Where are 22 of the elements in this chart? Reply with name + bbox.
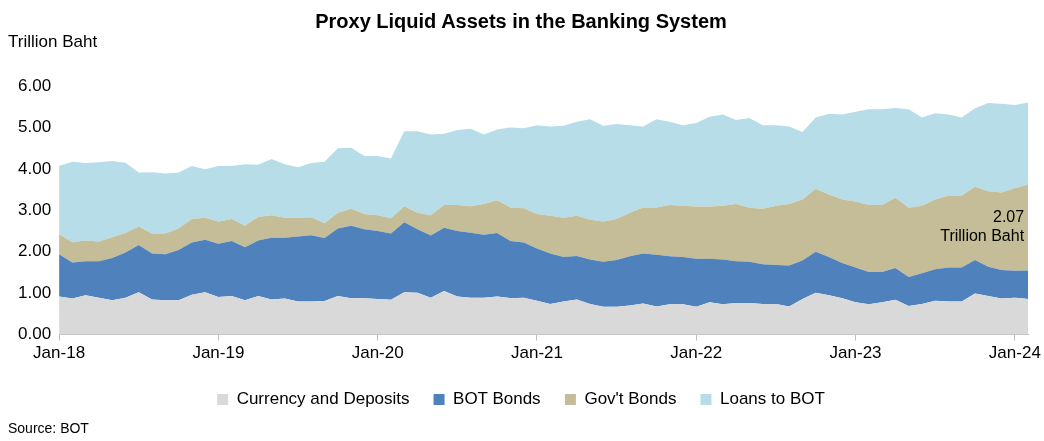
y-tick-label: 2.00 xyxy=(17,241,52,261)
x-tick-label: Jan-19 xyxy=(192,343,245,363)
x-tick-label: Jan-18 xyxy=(33,343,86,363)
y-axis-title: Trillion Baht xyxy=(8,32,98,52)
legend-label: Loans to BOT xyxy=(719,389,825,409)
legend-label: Gov't Bonds xyxy=(584,389,677,409)
x-tick-label: Jan-21 xyxy=(510,343,563,363)
y-tick-label: 5.00 xyxy=(17,117,52,137)
y-tick-label: 0.00 xyxy=(17,324,52,344)
y-tick-label: 3.00 xyxy=(17,199,52,219)
x-tick-label: Jan-20 xyxy=(351,343,404,363)
chart-title: Proxy Liquid Assets in the Banking System xyxy=(315,9,727,32)
annotation: 2.07 Trillion Baht xyxy=(940,208,1025,245)
x-tick-label: Jan-24 xyxy=(988,343,1041,363)
legend-label: Currency and Deposits xyxy=(236,389,410,409)
source-note: Source: BOT xyxy=(8,420,89,436)
y-tick-label: 4.00 xyxy=(17,158,52,178)
y-tick-label: 6.00 xyxy=(17,75,52,95)
legend-label: BOT Bonds xyxy=(453,389,541,409)
x-tick-label: Jan-22 xyxy=(670,343,723,363)
y-tick-label: 1.00 xyxy=(17,282,52,302)
x-tick-label: Jan-23 xyxy=(829,343,882,363)
